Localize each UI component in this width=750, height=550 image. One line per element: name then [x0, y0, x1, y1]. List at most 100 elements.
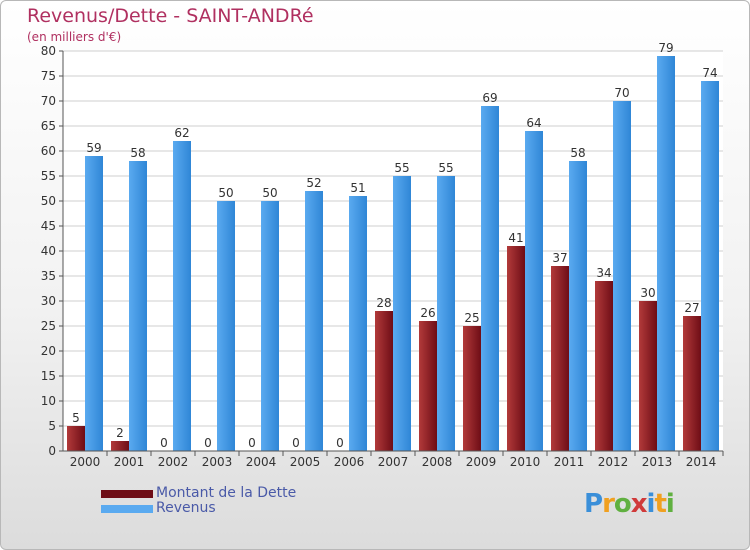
data-label-revenus: 58: [130, 146, 145, 160]
data-label-revenus: 50: [218, 186, 233, 200]
data-label-debt: 0: [292, 436, 300, 450]
logo-letter: x: [630, 489, 648, 519]
data-label-debt: 30: [640, 286, 655, 300]
data-label-revenus: 58: [570, 146, 585, 160]
chart-subtitle: (en milliers d'€): [27, 30, 122, 44]
data-label-debt: 5: [72, 411, 80, 425]
bar-debt: [683, 316, 701, 451]
y-tick-label: 80: [41, 44, 56, 58]
x-tick-label: 2002: [158, 455, 189, 469]
y-tick-label: 45: [41, 219, 56, 233]
bar-revenus: [261, 201, 279, 451]
bar-revenus: [437, 176, 455, 451]
logo-letter: i: [665, 489, 675, 519]
legend-label-revenus: Revenus: [156, 500, 216, 516]
data-label-revenus: 59: [86, 141, 101, 155]
x-tick-label: 2003: [202, 455, 233, 469]
data-label-debt: 28: [376, 296, 391, 310]
data-label-revenus: 55: [438, 161, 453, 175]
bar-debt: [507, 246, 525, 451]
bar-revenus: [393, 176, 411, 451]
bar-debt: [67, 426, 85, 451]
bar-debt: [595, 281, 613, 451]
y-tick-label: 0: [48, 444, 56, 458]
x-tick-label: 2014: [686, 455, 717, 469]
bar-revenus: [525, 131, 543, 451]
logo-letter: P: [584, 489, 603, 519]
y-tick-label: 25: [41, 319, 56, 333]
data-label-revenus: 64: [526, 116, 541, 130]
data-label-debt: 2: [116, 426, 124, 440]
data-label-revenus: 74: [702, 66, 717, 80]
data-label-revenus: 55: [394, 161, 409, 175]
data-label-revenus: 50: [262, 186, 277, 200]
data-label-debt: 0: [248, 436, 256, 450]
bar-revenus: [701, 81, 719, 451]
bar-debt: [551, 266, 569, 451]
bar-revenus: [481, 106, 499, 451]
data-label-debt: 0: [336, 436, 344, 450]
data-label-revenus: 62: [174, 126, 189, 140]
chart-title: Revenus/Dette - SAINT-ANDRé: [27, 5, 314, 27]
legend-swatch-debt: [101, 490, 153, 498]
logo-letter: r: [602, 489, 615, 519]
logo-letter: o: [613, 489, 632, 519]
proxiti-logo: Proxiti: [584, 489, 675, 519]
data-label-revenus: 51: [350, 181, 365, 195]
x-tick-label: 2008: [422, 455, 453, 469]
x-tick-label: 2007: [378, 455, 409, 469]
x-tick-label: 2004: [246, 455, 277, 469]
bar-revenus: [217, 201, 235, 451]
bar-revenus: [657, 56, 675, 451]
y-tick-label: 20: [41, 344, 56, 358]
x-tick-label: 2011: [554, 455, 585, 469]
bar-debt: [375, 311, 393, 451]
bar-revenus: [173, 141, 191, 451]
data-label-debt: 25: [464, 311, 479, 325]
bar-debt: [111, 441, 129, 451]
y-tick-label: 35: [41, 269, 56, 283]
bar-revenus: [569, 161, 587, 451]
bar-revenus: [85, 156, 103, 451]
bar-revenus: [613, 101, 631, 451]
data-label-revenus: 70: [614, 86, 629, 100]
data-label-debt: 41: [508, 231, 523, 245]
bar-revenus: [305, 191, 323, 451]
data-label-debt: 26: [420, 306, 435, 320]
legend-label-debt: Montant de la Dette: [156, 485, 297, 501]
x-tick-label: 2009: [466, 455, 497, 469]
data-label-revenus: 52: [306, 176, 321, 190]
data-label-debt: 0: [160, 436, 168, 450]
bar-revenus: [349, 196, 367, 451]
logo-letter: i: [646, 489, 656, 519]
y-tick-label: 30: [41, 294, 56, 308]
bar-debt: [639, 301, 657, 451]
x-tick-label: 2013: [642, 455, 673, 469]
bar-debt: [463, 326, 481, 451]
y-tick-label: 15: [41, 369, 56, 383]
data-label-debt: 37: [552, 251, 567, 265]
bar-revenus: [129, 161, 147, 451]
y-tick-label: 70: [41, 94, 56, 108]
x-tick-label: 2001: [114, 455, 145, 469]
x-tick-label: 2000: [70, 455, 101, 469]
x-tick-label: 2005: [290, 455, 321, 469]
bar-debt: [419, 321, 437, 451]
x-tick-label: 2012: [598, 455, 629, 469]
y-tick-label: 65: [41, 119, 56, 133]
y-tick-label: 10: [41, 394, 56, 408]
y-tick-label: 5: [48, 419, 56, 433]
data-label-debt: 27: [684, 301, 699, 315]
data-label-debt: 0: [204, 436, 212, 450]
x-tick-label: 2010: [510, 455, 541, 469]
y-tick-label: 55: [41, 169, 56, 183]
data-label-revenus: 79: [658, 41, 673, 55]
data-label-debt: 34: [596, 266, 611, 280]
x-tick-label: 2006: [334, 455, 365, 469]
data-label-revenus: 69: [482, 91, 497, 105]
y-tick-label: 75: [41, 69, 56, 83]
y-tick-label: 40: [41, 244, 56, 258]
logo-letter: t: [654, 489, 666, 519]
